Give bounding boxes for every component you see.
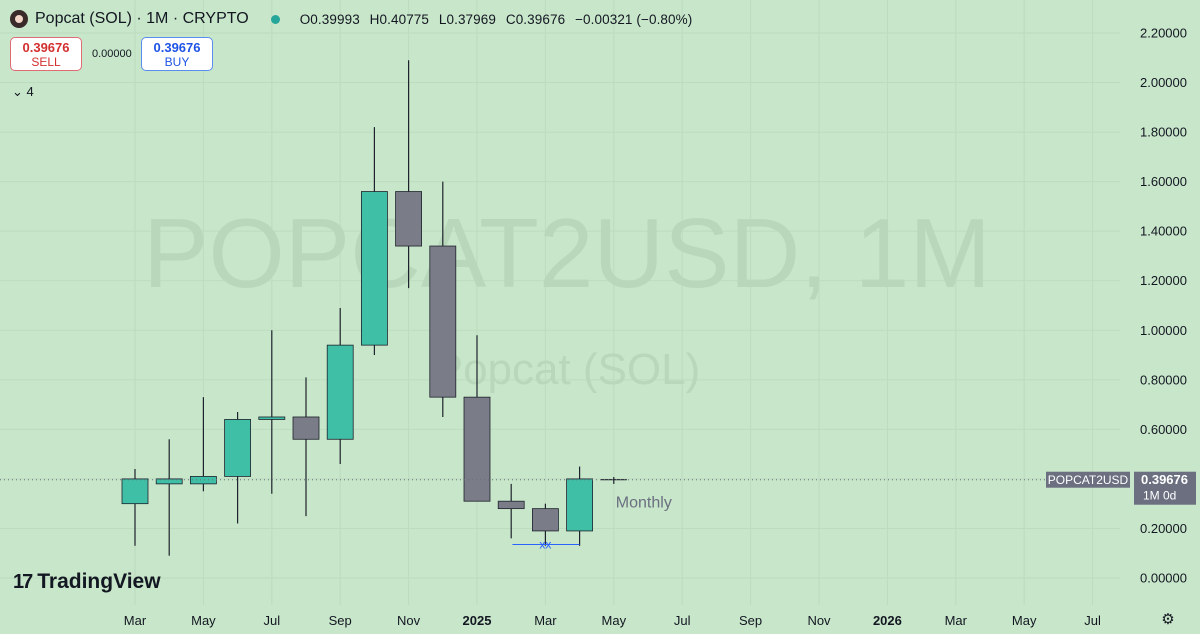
candle-2024-05 — [189, 397, 217, 492]
y-tick-label: 0.60000 — [1140, 422, 1187, 437]
price-tag-value: 0.39676 — [1141, 472, 1188, 487]
price-tag-bg — [1134, 471, 1196, 505]
candle-body — [326, 344, 354, 440]
y-tick-label: 0.80000 — [1140, 372, 1187, 387]
y-tick-label: 1.00000 — [1140, 323, 1187, 338]
sell-button[interactable]: 0.39676 SELL — [10, 37, 82, 71]
ohlc-high-key: H — [369, 11, 380, 27]
last-price-tag: POPCAT2USD 0.39676 1M 0d — [1046, 471, 1196, 505]
candle-body — [463, 396, 491, 502]
candle-2024-06 — [224, 412, 252, 524]
ohlc-values: O0.39993 H0.40775 L0.37969 C0.39676 −0.0… — [300, 12, 699, 27]
x-tick-label: Sep — [329, 613, 352, 628]
candle-2024-07 — [258, 330, 286, 494]
y-tick-label: 0.20000 — [1140, 521, 1187, 536]
sell-price: 0.39676 — [22, 40, 70, 55]
x-tick-label: May — [602, 613, 627, 628]
x-tick-label: Mar — [945, 613, 968, 628]
candle-body — [121, 478, 149, 505]
market-status-icon — [270, 14, 280, 24]
x-tick-label: Jul — [674, 613, 691, 628]
price-axis: 0.000000.200000.400000.600000.800001.000… — [1140, 26, 1187, 586]
candle-body — [224, 419, 252, 477]
candle-body — [155, 478, 183, 485]
ohlc-open: 0.39993 — [310, 11, 360, 27]
symbol-title[interactable]: Popcat (SOL) · 1M · CRYPTO — [35, 10, 249, 27]
candle-2024-03 — [121, 469, 149, 546]
x-tick-label: Nov — [807, 613, 831, 628]
x-tick-label: May — [1012, 613, 1037, 628]
buy-price: 0.39676 — [153, 40, 201, 55]
y-tick-label: 1.20000 — [1140, 273, 1187, 288]
ohlc-low: 0.37969 — [446, 11, 496, 27]
price-tag-countdown: 1M 0d — [1143, 489, 1176, 503]
grid — [0, 0, 1120, 605]
buy-label: BUY — [164, 55, 190, 69]
y-tick-label: 2.00000 — [1140, 75, 1187, 90]
y-tick-label: 1.60000 — [1140, 174, 1187, 189]
x-tick-label: Mar — [124, 613, 147, 628]
symbol-tag-label: POPCAT2USD — [1048, 473, 1129, 487]
watermark-symbol: POPCAT2USD, 1M — [143, 198, 991, 308]
candle-body — [360, 191, 388, 346]
tradingview-logo[interactable]: 17 TradingView — [13, 570, 161, 594]
candle-body — [497, 500, 525, 510]
ohlc-change: −0.00321 (−0.80%) — [575, 11, 693, 27]
candle-2025-03 — [532, 503, 559, 546]
symbol-tag-bg — [1046, 471, 1130, 488]
ohlc-open-key: O — [299, 11, 311, 27]
x-tick-label: 2025 — [463, 613, 492, 628]
x-tick-label: Mar — [534, 613, 557, 628]
sell-label: SELL — [31, 55, 61, 69]
candle-body — [566, 478, 593, 532]
candle-body — [429, 245, 457, 398]
ohlc-close-key: C — [505, 11, 516, 27]
annotations: Monthly xx — [512, 495, 672, 552]
candle-2024-11 — [395, 60, 423, 289]
tradingview-logo-icon: 17 — [13, 570, 33, 593]
candle-body — [258, 416, 286, 420]
candle-2024-09 — [326, 307, 354, 465]
legend-header: Popcat (SOL) · 1M · CRYPTO O0.39993 H0.4… — [10, 9, 698, 29]
y-tick-label: 2.20000 — [1140, 26, 1187, 41]
candle-2025-02 — [497, 483, 525, 539]
x-tick-label: Jul — [263, 613, 280, 628]
annotation-monthly: Monthly — [616, 495, 672, 512]
x-tick-label: Jul — [1084, 613, 1101, 628]
candle-body — [395, 191, 423, 247]
y-tick-label: 0.00000 — [1140, 571, 1187, 586]
spread-value: 0.00000 — [92, 48, 132, 60]
candles — [121, 60, 627, 556]
x-tick-label: May — [191, 613, 216, 628]
x-tick-label: Nov — [397, 613, 421, 628]
candle-2024-08 — [292, 377, 320, 517]
popcat-logo-icon — [10, 10, 28, 28]
candle-2024-10 — [360, 127, 388, 356]
candle-2025-01 — [463, 335, 491, 502]
x-tick-label: 2026 — [873, 613, 902, 628]
gear-icon[interactable]: ⚙ — [1161, 611, 1175, 628]
candle-body — [292, 416, 320, 440]
candle-body — [532, 508, 559, 532]
candle-2024-12 — [429, 181, 457, 417]
y-tick-label: 1.40000 — [1140, 224, 1187, 239]
indicators-toggle[interactable]: ⌄ 4 — [12, 84, 34, 99]
candle-2024-04 — [155, 439, 183, 556]
candle-2025-04 — [566, 466, 593, 546]
candle-2025-05 — [600, 476, 627, 484]
ohlc-high: 0.40775 — [379, 11, 430, 27]
x-tick-label: Sep — [739, 613, 762, 628]
ohlc-low-key: L — [438, 11, 447, 27]
time-axis: Mar May Jul Sep Nov 2025 Mar May Jul Sep Nov 2026 Ma… — [124, 613, 1101, 628]
buy-button[interactable]: 0.39676 BUY — [141, 37, 213, 71]
tradingview-wordmark: TradingView — [37, 570, 161, 593]
ohlc-close: 0.39676 — [515, 11, 566, 27]
y-tick-label: 1.80000 — [1140, 125, 1187, 140]
annotation-xx: xx — [539, 538, 551, 552]
watermark-name: Popcat (SOL) — [434, 345, 701, 394]
